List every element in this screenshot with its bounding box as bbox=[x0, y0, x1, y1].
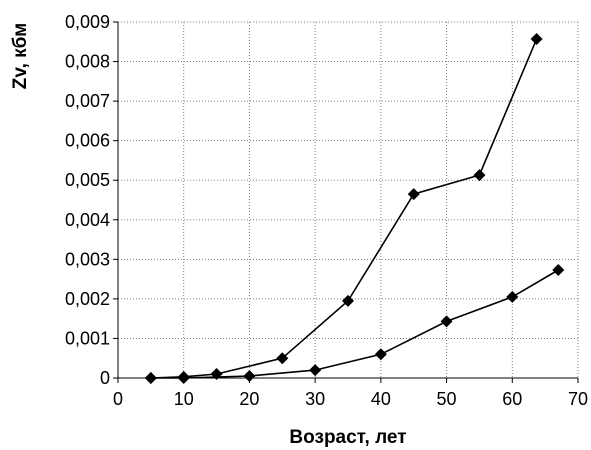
x-tick-label: 20 bbox=[239, 389, 259, 409]
series-2 bbox=[144, 264, 565, 384]
data-point bbox=[552, 264, 565, 277]
y-tick-label: 0,004 bbox=[65, 210, 110, 230]
data-point bbox=[342, 294, 354, 307]
series-line bbox=[150, 38, 538, 379]
x-tick-label: 0 bbox=[113, 389, 123, 409]
data-point bbox=[506, 290, 519, 303]
y-tick-label: 0,009 bbox=[65, 12, 110, 32]
y-tick-label: 0,007 bbox=[65, 91, 110, 111]
x-tick-label: 40 bbox=[371, 389, 391, 409]
x-tick-label: 60 bbox=[502, 389, 522, 409]
axes bbox=[113, 21, 579, 383]
series-1 bbox=[144, 33, 543, 384]
x-tick-label: 30 bbox=[305, 389, 325, 409]
data-point bbox=[243, 370, 256, 383]
data-point bbox=[473, 169, 486, 182]
data-point bbox=[177, 372, 190, 384]
series-layer bbox=[144, 33, 565, 384]
y-axis-title: Zv, кбм bbox=[10, 23, 31, 89]
data-point bbox=[374, 348, 387, 361]
data-point bbox=[407, 188, 420, 201]
y-tick-label: 0,002 bbox=[65, 289, 110, 309]
data-point bbox=[530, 33, 543, 46]
tick-labels: 0 0,001 0,002 0,003 0,004 0,005 0,006 0,007 0,00… bbox=[65, 12, 588, 409]
x-axis-title: Возраст, лет bbox=[289, 427, 406, 448]
x-tick-label: 70 bbox=[568, 389, 588, 409]
data-point bbox=[440, 315, 453, 328]
data-point bbox=[144, 372, 157, 384]
y-tick-label: 0,003 bbox=[65, 249, 110, 269]
y-tick-label: 0,008 bbox=[65, 52, 110, 72]
grid bbox=[118, 21, 579, 378]
data-point bbox=[309, 364, 322, 377]
y-tick-label: 0,005 bbox=[65, 170, 110, 190]
y-tick-label: 0,006 bbox=[65, 131, 110, 151]
x-tick-label: 10 bbox=[174, 389, 194, 409]
series-line bbox=[150, 269, 559, 379]
x-tick-label: 50 bbox=[437, 389, 457, 409]
data-point bbox=[276, 352, 289, 365]
y-tick-label: 0,001 bbox=[65, 328, 110, 348]
y-tick-label: 0 bbox=[100, 368, 110, 388]
